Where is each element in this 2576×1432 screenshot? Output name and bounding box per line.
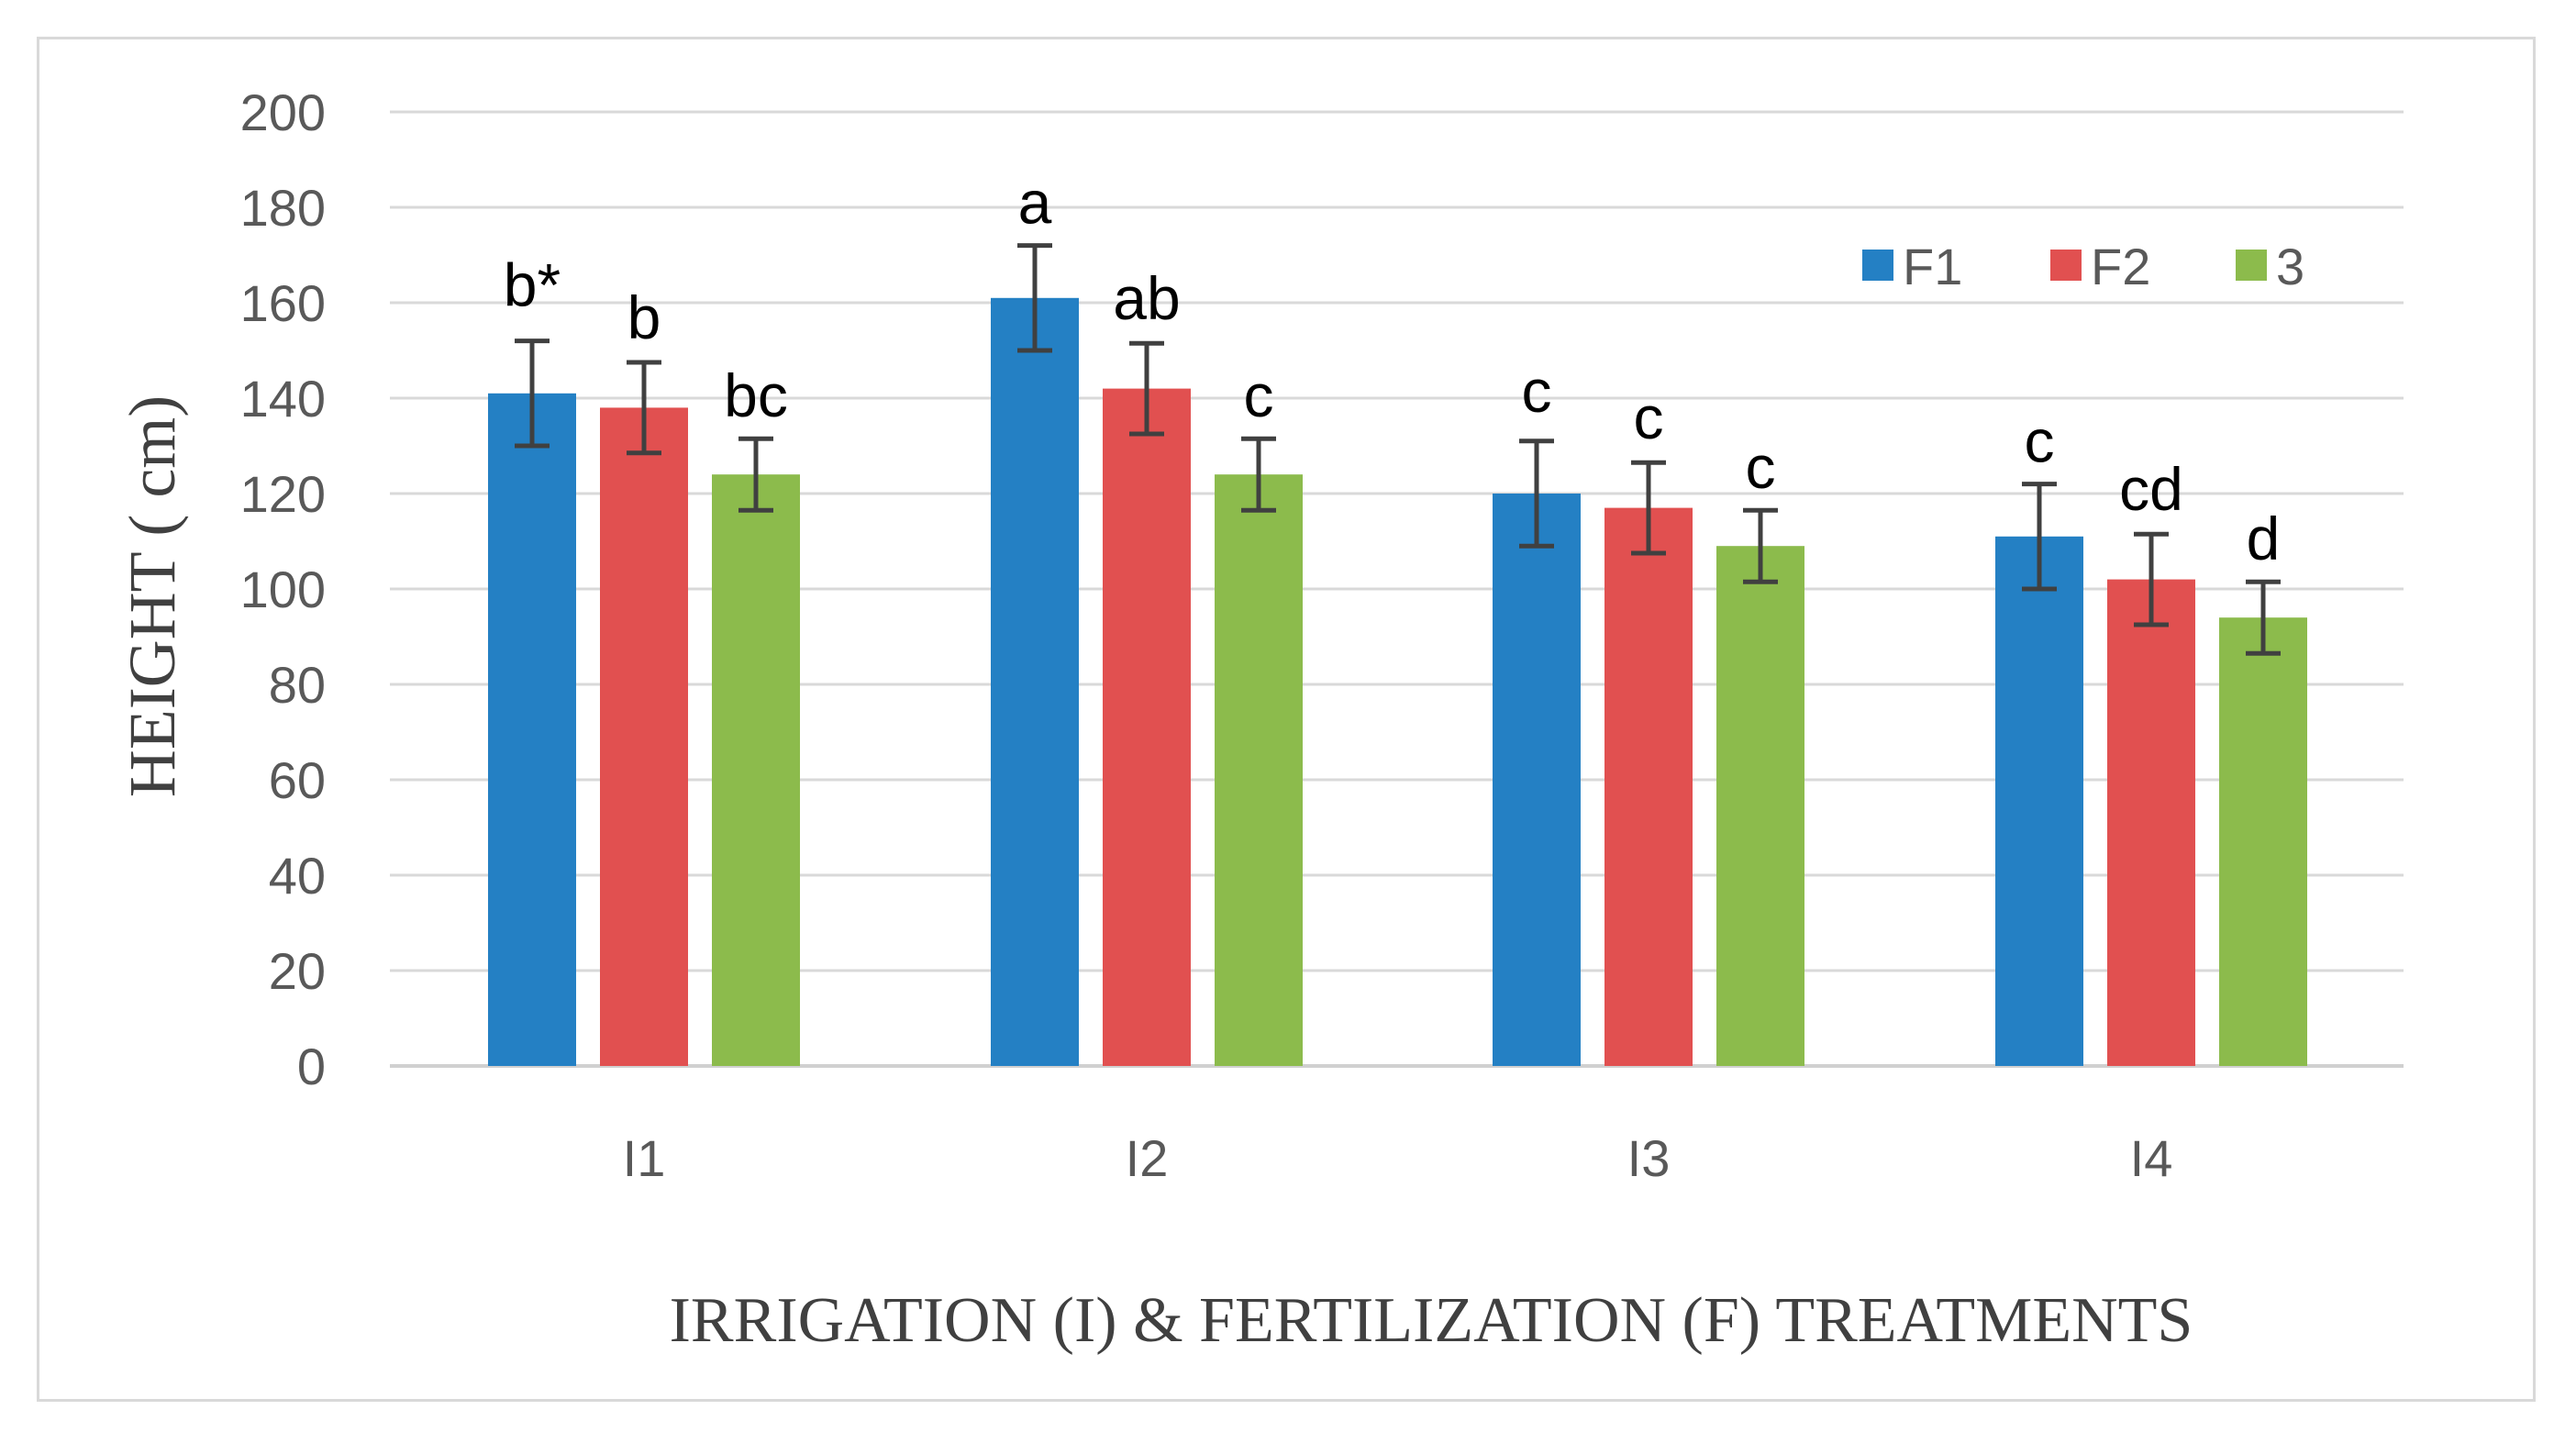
x-axis-title: IRRIGATION (I) & FERTILIZATION (F) TREAT…	[670, 1285, 2193, 1356]
y-tick-label: 80	[269, 656, 326, 714]
bar-I1-F2	[600, 407, 688, 1066]
bar-I2-F1	[991, 297, 1079, 1066]
significance-label-I3-3: c	[1746, 433, 1776, 501]
significance-label-I4-F1: c	[2025, 407, 2055, 475]
legend-swatch	[2050, 250, 2082, 281]
legend-swatch	[1862, 250, 1893, 281]
x-tick-label-I2: I2	[1126, 1129, 1169, 1187]
legend-swatch	[2236, 250, 2267, 281]
y-tick-label: 40	[269, 847, 326, 905]
y-tick-label: 200	[240, 83, 326, 141]
bar-I4-F1	[1995, 536, 2083, 1066]
error-bar-I2-F1	[1017, 243, 1052, 353]
error-bars	[515, 243, 2281, 656]
significance-label-I4-F2: cd	[2119, 455, 2183, 523]
legend-label: 3	[2276, 238, 2304, 295]
legend-item-3: 3	[2236, 238, 2304, 295]
significance-label-I3-F2: c	[1634, 383, 1664, 451]
error-bar-I1-F1	[515, 339, 550, 449]
y-tick-label: 0	[297, 1038, 326, 1095]
significance-label-I2-F1: a	[1018, 169, 1052, 237]
error-bar-I2-3	[1241, 436, 1276, 513]
y-axis-ticks: 0 20 40 60 80 100 120 140 160 180 200	[240, 83, 326, 1095]
y-tick-label: 20	[269, 942, 326, 1000]
bar-I4-F2	[2107, 579, 2195, 1066]
y-tick-label: 100	[240, 561, 326, 618]
x-tick-label-I4: I4	[2130, 1129, 2173, 1187]
y-tick-label: 180	[240, 179, 326, 237]
y-axis-title: HEIGHT ( cm)	[116, 395, 189, 798]
bar-I1-F1	[488, 393, 576, 1066]
significance-label-I1-F1: b*	[504, 251, 561, 319]
significance-label-I2-3: c	[1244, 361, 1274, 429]
bar-I2-3	[1215, 474, 1303, 1066]
error-bar-I4-F1	[2022, 482, 2057, 592]
bars	[488, 297, 2307, 1067]
bar-I1-3	[712, 474, 800, 1066]
error-bar-I3-3	[1743, 507, 1778, 584]
error-bar-I4-F2	[2134, 531, 2169, 627]
y-tick-label: 140	[240, 370, 326, 427]
x-tick-label-I3: I3	[1627, 1129, 1671, 1187]
error-bar-I1-F2	[627, 360, 661, 456]
bar-I3-F2	[1604, 507, 1693, 1066]
error-bar-I1-3	[738, 436, 773, 513]
significance-label-I2-F2: ab	[1113, 264, 1180, 332]
legend-label: F1	[1903, 238, 1962, 295]
error-bar-I3-F2	[1631, 460, 1666, 556]
error-bar-I2-F2	[1129, 340, 1164, 437]
significance-label-I3-F1: c	[1522, 357, 1552, 425]
legend: F1 F2 3	[1862, 238, 2304, 295]
y-tick-label: 60	[269, 751, 326, 809]
error-bar-I3-F1	[1519, 438, 1554, 549]
significance-label-I1-F2: b	[627, 283, 661, 351]
legend-label: F2	[2091, 238, 2150, 295]
x-axis-categories: I1 I2 I3 I4	[623, 1129, 2173, 1187]
x-tick-label-I1: I1	[623, 1129, 666, 1187]
bar-I3-3	[1716, 546, 1804, 1066]
y-tick-label: 160	[240, 274, 326, 332]
error-bar-I4-3	[2246, 579, 2281, 656]
significance-label-I1-3: bc	[724, 361, 788, 429]
bar-I3-F1	[1493, 494, 1581, 1066]
bar-I4-3	[2219, 617, 2307, 1066]
y-tick-label: 120	[240, 465, 326, 523]
legend-item-F2: F2	[2050, 238, 2150, 295]
significance-label-I4-3: d	[2247, 505, 2281, 572]
legend-item-F1: F1	[1862, 238, 1962, 295]
bar-I2-F2	[1103, 388, 1191, 1067]
